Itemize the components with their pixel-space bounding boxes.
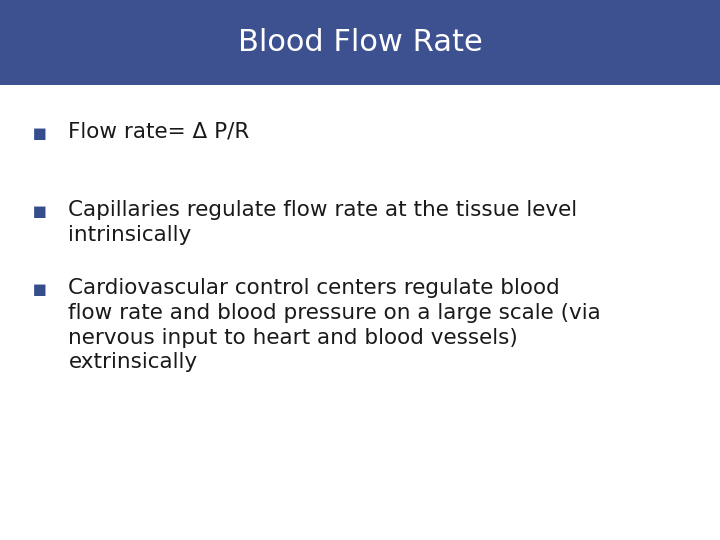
Text: ▪: ▪	[32, 122, 48, 145]
Text: Capillaries regulate flow rate at the tissue level
intrinsically: Capillaries regulate flow rate at the ti…	[68, 200, 577, 245]
Bar	[0, 0, 720, 85]
Text: Flow rate= Δ P/R: Flow rate= Δ P/R	[68, 122, 250, 141]
Text: Cardiovascular control centers regulate blood
flow rate and blood pressure on a : Cardiovascular control centers regulate …	[68, 278, 601, 373]
Text: ▪: ▪	[32, 278, 48, 301]
Text: ▪: ▪	[32, 200, 48, 223]
Text: Blood Flow Rate: Blood Flow Rate	[238, 28, 482, 57]
